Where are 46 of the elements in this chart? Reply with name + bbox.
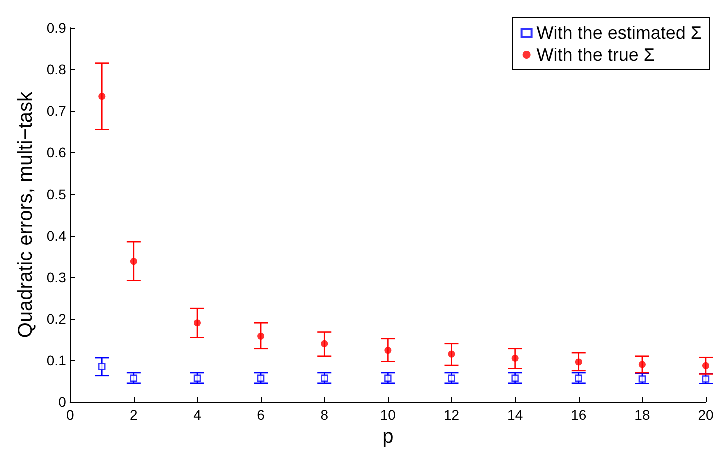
point: [98, 363, 106, 370]
point: [702, 362, 710, 370]
x-tick-label: 14: [508, 407, 524, 424]
legend-label: With the true Σ: [536, 45, 655, 65]
point: [194, 374, 202, 382]
point: [130, 258, 138, 266]
x-axis-title: p: [382, 426, 394, 448]
y-tick-label: 0.5: [46, 186, 67, 202]
point: [448, 374, 456, 382]
x-tick-label: 2: [130, 407, 138, 424]
point: [512, 374, 519, 382]
x-tick-label: 12: [444, 407, 460, 424]
point: [638, 376, 646, 383]
point: [384, 374, 392, 382]
point: [257, 374, 265, 382]
point: [575, 358, 582, 366]
point: [384, 347, 392, 354]
point: [321, 374, 328, 382]
point: [194, 320, 201, 327]
y-tick-label: 0.4: [46, 228, 67, 244]
x-tick-label: 6: [257, 407, 266, 424]
y-tick-label: 0.8: [46, 62, 67, 78]
point: [638, 361, 646, 368]
y-tick-label: 0.3: [46, 269, 67, 286]
x-tick-label: 4: [194, 407, 202, 424]
x-tick-label: 18: [634, 407, 650, 424]
x-tick-label: 10: [380, 407, 396, 424]
point: [702, 376, 710, 383]
point: [512, 354, 519, 362]
point: [98, 93, 106, 100]
y-tick-label: 0.6: [46, 144, 67, 161]
y-tick-label: 0.7: [46, 103, 67, 120]
y-tick-label: 0.1: [46, 352, 67, 369]
point: [575, 374, 582, 382]
point: [130, 374, 138, 382]
point: [258, 332, 265, 340]
y-tick-label: 0: [58, 394, 67, 410]
y-tick-label: 0.9: [46, 20, 67, 36]
x-tick-label: 8: [320, 407, 329, 424]
x-tick-label: 20: [698, 407, 714, 424]
point: [448, 350, 456, 358]
point: [321, 340, 328, 348]
legend-label: With the estimated Σ: [536, 23, 702, 43]
y-tick-label: 0.2: [46, 310, 67, 327]
y-axis-title: Quadratic errors, multi−task: [15, 90, 37, 338]
x-tick-label: 16: [571, 407, 587, 424]
